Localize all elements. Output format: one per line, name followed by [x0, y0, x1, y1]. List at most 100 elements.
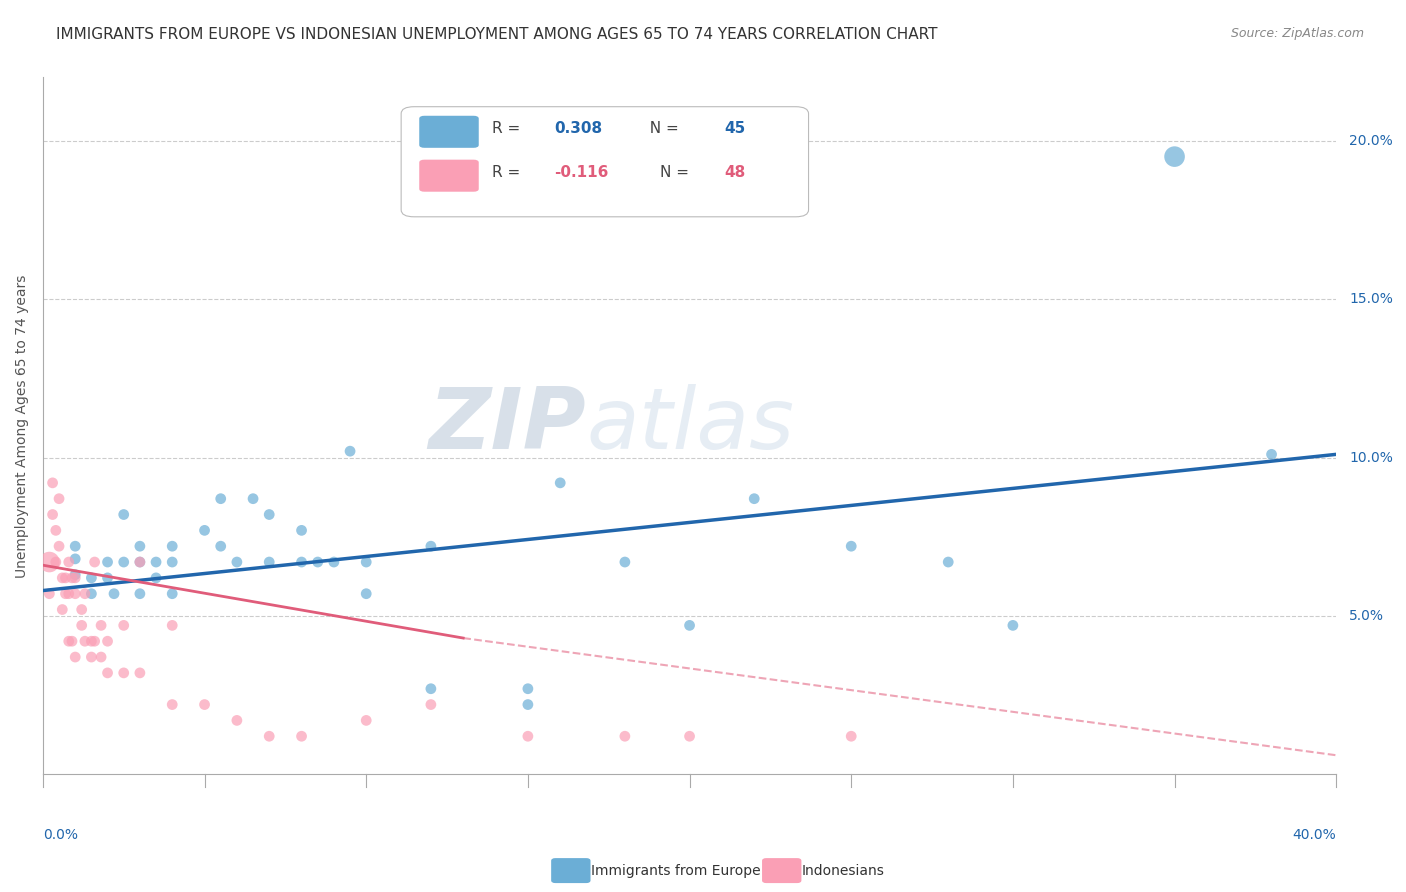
Point — [58, 587, 80, 601]
Point — [65, 650, 87, 665]
Point — [96, 665, 118, 680]
Point — [160, 555, 183, 569]
Point — [80, 650, 103, 665]
Point — [70, 602, 93, 616]
Text: N =: N = — [659, 165, 693, 179]
Point — [242, 491, 264, 506]
Point — [73, 634, 96, 648]
Point — [193, 698, 215, 712]
Text: 40.0%: 40.0% — [1292, 828, 1336, 842]
Point — [839, 539, 862, 553]
Point — [112, 665, 135, 680]
Point — [257, 729, 280, 743]
Point — [290, 555, 312, 569]
Text: Source: ZipAtlas.com: Source: ZipAtlas.com — [1230, 27, 1364, 40]
Point — [257, 555, 280, 569]
Point — [60, 571, 83, 585]
Text: 48: 48 — [724, 165, 745, 179]
Point — [55, 587, 77, 601]
Point — [160, 618, 183, 632]
Point — [83, 555, 105, 569]
Point — [225, 555, 247, 569]
Point — [70, 618, 93, 632]
Point — [209, 539, 232, 553]
Point — [128, 539, 150, 553]
Y-axis label: Unemployment Among Ages 65 to 74 years: Unemployment Among Ages 65 to 74 years — [15, 274, 30, 577]
Point — [45, 524, 67, 538]
Point — [354, 714, 377, 728]
Point — [51, 571, 73, 585]
Point — [73, 587, 96, 601]
Text: ZIP: ZIP — [429, 384, 586, 467]
Point — [65, 539, 87, 553]
Point — [160, 539, 183, 553]
Point — [339, 444, 361, 458]
Point — [51, 602, 73, 616]
Point — [548, 475, 571, 490]
Point — [516, 698, 538, 712]
Point — [96, 571, 118, 585]
Point — [1260, 447, 1282, 461]
Point — [65, 552, 87, 566]
Point — [38, 555, 60, 569]
Point — [96, 634, 118, 648]
Point — [678, 618, 700, 632]
Text: 20.0%: 20.0% — [1350, 134, 1393, 148]
Point — [290, 729, 312, 743]
Point — [55, 571, 77, 585]
Text: 0.0%: 0.0% — [44, 828, 77, 842]
Point — [225, 714, 247, 728]
Point — [839, 729, 862, 743]
Text: atlas: atlas — [586, 384, 794, 467]
Point — [80, 571, 103, 585]
Point — [160, 698, 183, 712]
Point — [112, 555, 135, 569]
FancyBboxPatch shape — [419, 116, 479, 148]
Point — [112, 508, 135, 522]
Point — [65, 567, 87, 582]
Point — [516, 729, 538, 743]
Point — [128, 555, 150, 569]
Point — [80, 587, 103, 601]
Point — [613, 729, 636, 743]
Point — [58, 634, 80, 648]
Text: R =: R = — [492, 120, 524, 136]
Text: 5.0%: 5.0% — [1350, 609, 1384, 623]
Point — [193, 524, 215, 538]
Point — [290, 524, 312, 538]
Point — [742, 491, 765, 506]
Point — [90, 650, 112, 665]
Point — [48, 491, 70, 506]
Point — [112, 618, 135, 632]
Text: 0.308: 0.308 — [554, 120, 602, 136]
Point — [128, 665, 150, 680]
Text: 10.0%: 10.0% — [1350, 450, 1393, 465]
Point — [90, 618, 112, 632]
Point — [41, 475, 63, 490]
Text: 15.0%: 15.0% — [1350, 293, 1393, 306]
Point — [83, 634, 105, 648]
Point — [678, 729, 700, 743]
Point — [209, 491, 232, 506]
Point — [419, 539, 441, 553]
Point — [38, 587, 60, 601]
Point — [516, 681, 538, 696]
Point — [936, 555, 959, 569]
Point — [354, 587, 377, 601]
Text: -0.116: -0.116 — [554, 165, 609, 179]
Point — [48, 539, 70, 553]
Text: Indonesians: Indonesians — [801, 863, 884, 878]
Point — [65, 571, 87, 585]
FancyBboxPatch shape — [401, 107, 808, 217]
Text: Immigrants from Europe: Immigrants from Europe — [591, 863, 761, 878]
Point — [103, 587, 125, 601]
Point — [128, 555, 150, 569]
Point — [419, 698, 441, 712]
Point — [80, 634, 103, 648]
Point — [1163, 150, 1185, 164]
Point — [160, 587, 183, 601]
Text: R =: R = — [492, 165, 524, 179]
Point — [613, 555, 636, 569]
Point — [60, 634, 83, 648]
Point — [322, 555, 344, 569]
